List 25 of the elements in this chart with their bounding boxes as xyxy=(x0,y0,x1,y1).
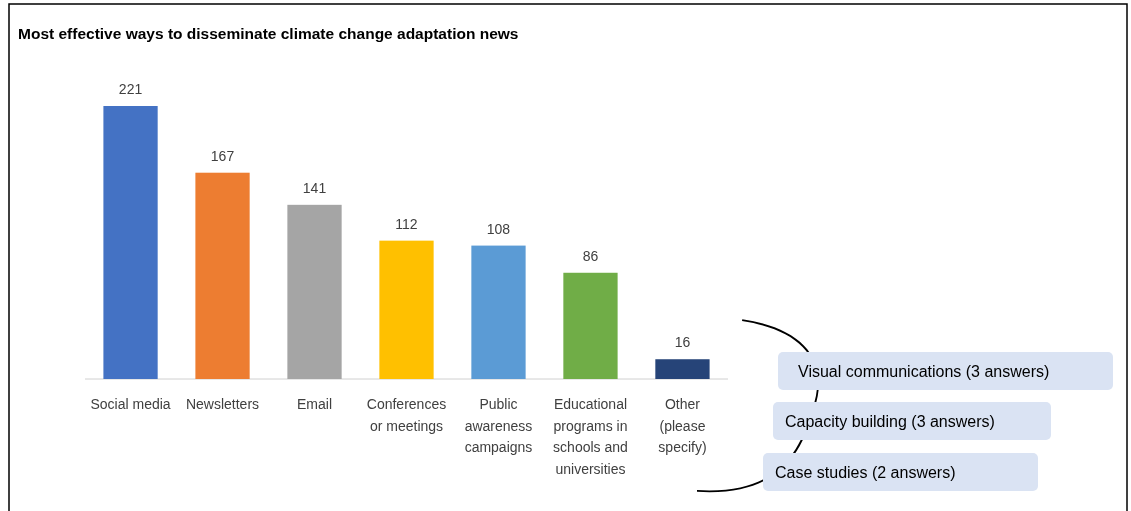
x-tick-label: Email xyxy=(297,396,333,412)
x-tick-label: Conferences or meetings xyxy=(366,396,447,434)
bar xyxy=(471,245,526,379)
x-tick-label: Educational programs in schools and universities xyxy=(553,396,628,477)
data-label: 86 xyxy=(582,247,599,264)
bar xyxy=(195,172,250,379)
data-label: 141 xyxy=(302,179,327,196)
data-label: 112 xyxy=(395,215,418,232)
bar xyxy=(563,272,618,379)
bar xyxy=(287,204,342,379)
text: Capacity building (3 answers) xyxy=(785,413,995,430)
bar xyxy=(103,106,158,379)
data-label: 108 xyxy=(486,220,511,237)
data-label: 16 xyxy=(674,334,691,351)
x-tick-label: Newsletters xyxy=(185,396,260,412)
x-tick-label: Other (please specify) xyxy=(658,396,707,455)
bar xyxy=(655,359,710,379)
text: Case studies (2 answers) xyxy=(775,464,956,481)
x-tick-label: Social media xyxy=(90,396,171,412)
data-label: 221 xyxy=(118,81,143,97)
chart-title: Most effective ways to disseminate climate change adaptation news xyxy=(18,25,519,42)
data-label: 167 xyxy=(210,147,235,164)
bar xyxy=(379,240,434,379)
text: Visual communications (3 answers) xyxy=(798,363,1050,380)
x-tick-label: Public awareness campaigns xyxy=(464,396,533,455)
